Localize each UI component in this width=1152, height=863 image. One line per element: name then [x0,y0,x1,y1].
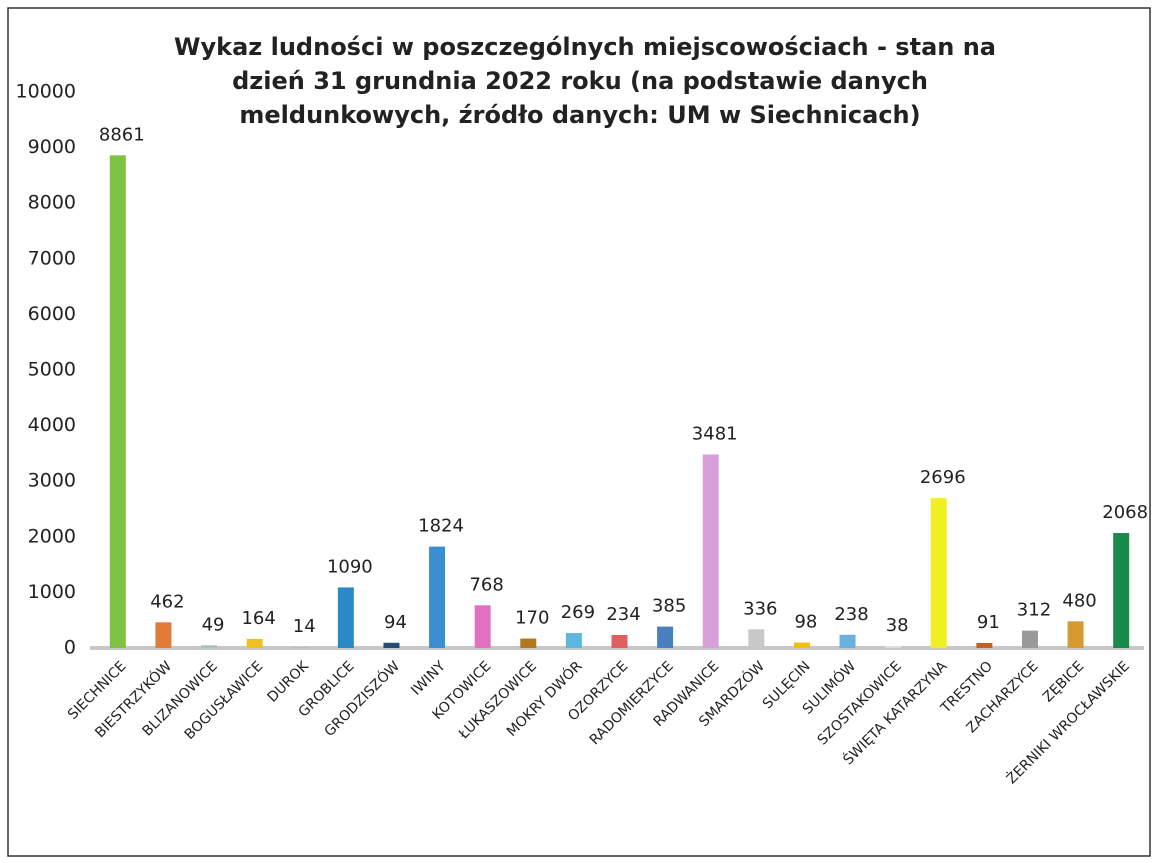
x-tick-label: ŁUKASZOWICE [455,658,540,743]
chart-title: Wykaz ludności w poszczególnych miejscow… [174,33,996,61]
bar [1113,533,1130,648]
data-label: 312 [1017,600,1051,621]
data-label: 91 [977,612,1000,633]
x-tick-label: RADOMIERZYCE [587,658,677,748]
data-label: 98 [794,612,817,633]
bar [611,634,628,648]
chart-frame [7,7,1151,857]
data-label: 94 [384,612,407,633]
x-tick-label: BIESTRZYKÓW [91,657,175,741]
y-tick-label: 0 [64,637,76,659]
chart-title: dzień 31 grundnia 2022 roku (na podstawi… [232,67,928,95]
bar [429,546,446,648]
bar [337,587,354,648]
data-label: 49 [202,614,225,635]
x-tick-label: IWINY [408,658,449,699]
x-tick-label: MOKRY DWÓR [502,657,585,740]
bar [1067,621,1084,648]
y-tick-label: 4000 [28,414,76,436]
bar [839,634,856,648]
bar [885,645,902,648]
data-label: 164 [241,608,275,629]
bar [155,622,172,648]
data-label: 1824 [418,516,464,537]
data-label: 2068 [1102,502,1148,523]
data-label: 462 [150,591,184,612]
bar [976,642,993,648]
bar [793,642,810,648]
y-tick-label: 7000 [28,247,76,269]
data-label: 1090 [327,556,373,577]
bar [474,605,491,648]
x-tick-label: SZOSTAKOWICE [815,658,905,748]
y-tick-label: 6000 [28,303,76,325]
data-label: 385 [652,596,686,617]
bar [520,638,537,648]
bar [657,626,674,648]
data-label: 8861 [99,124,145,145]
y-tick-label: 2000 [28,525,76,547]
bar [383,642,400,648]
bar [702,454,719,648]
chart-title: meldunkowych, źródło danych: UM w Siechn… [239,101,920,129]
bar [292,647,309,648]
bar [1021,630,1038,648]
y-tick-label: 9000 [28,136,76,158]
bar [930,498,947,648]
bar [246,638,263,648]
y-tick-label: 10000 [16,81,76,103]
data-label: 480 [1062,590,1096,611]
y-tick-label: 3000 [28,470,76,492]
data-label: 336 [743,598,777,619]
x-tick-label: GRODZISZÓW [320,657,403,740]
data-label: 269 [561,602,595,623]
bar [109,155,126,648]
data-label: 14 [293,616,316,637]
data-label: 3481 [692,423,738,444]
bar [565,633,582,648]
y-tick-label: 8000 [28,192,76,214]
y-tick-label: 5000 [28,359,76,381]
data-label: 768 [469,574,503,595]
x-tick-label: BOGUSŁAWICE [182,658,267,743]
data-label: 2696 [920,467,966,488]
bar [748,629,765,648]
data-label: 238 [834,604,868,625]
data-label: 38 [886,615,909,636]
data-label: 234 [606,604,640,625]
data-label: 170 [515,608,549,629]
bar [201,645,218,648]
y-tick-label: 1000 [28,581,76,603]
